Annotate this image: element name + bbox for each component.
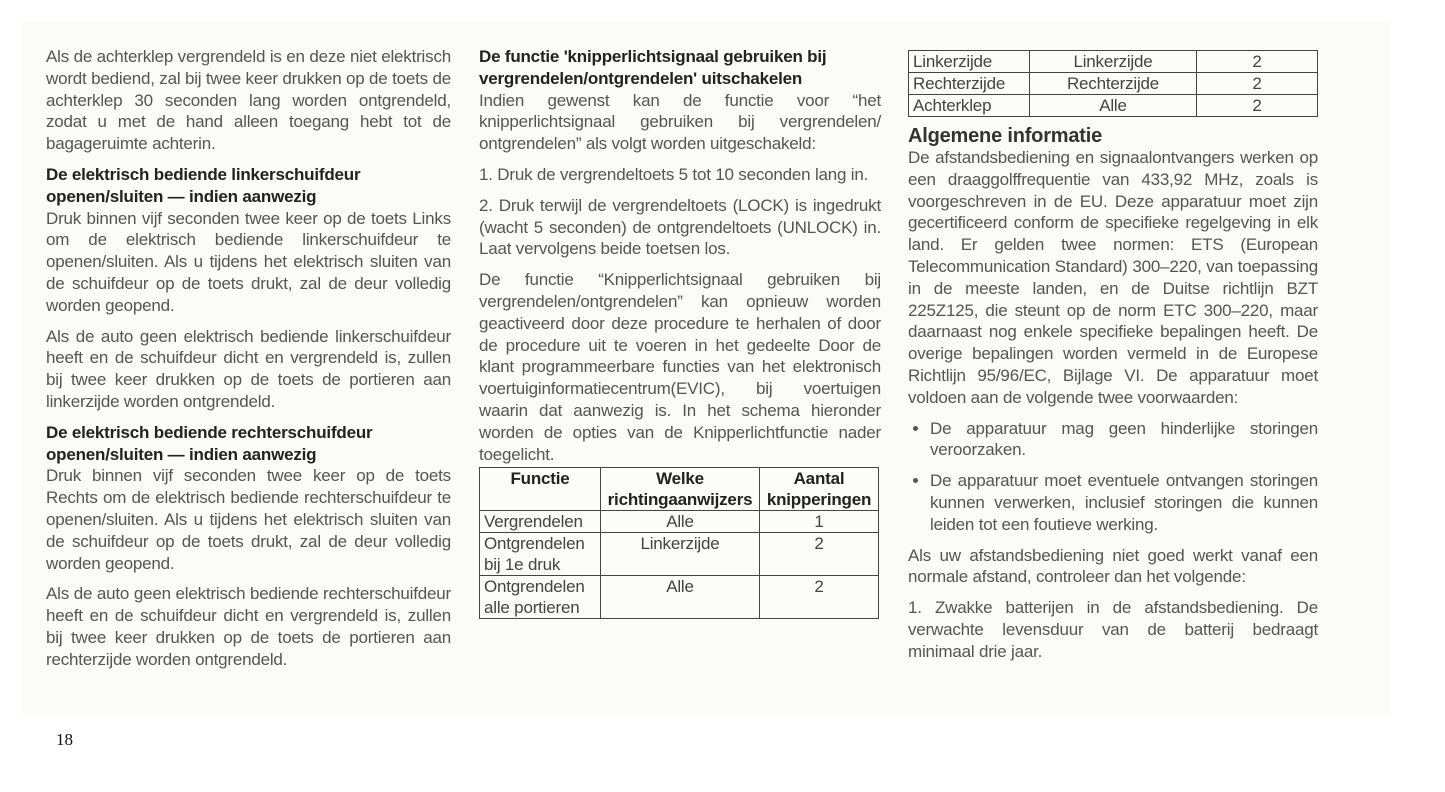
blink-options-table-continued: Linkerzijde Linkerzijde 2 Rechterzijde R… xyxy=(908,50,1318,117)
table-row: Achterklep Alle 2 xyxy=(908,94,1318,117)
table-cell: Ontgrendelen bij 1e druk xyxy=(479,532,601,577)
table-cell: 2 xyxy=(1196,50,1318,73)
table-cell: Alle xyxy=(600,575,760,620)
bullet-list: De apparatuur mag geen hinderlijke stori… xyxy=(908,418,1318,536)
paragraph: Als de auto geen elektrisch bediende lin… xyxy=(46,326,451,411)
table-cell: Linkerzijde xyxy=(908,50,1030,73)
blink-options-table: Functie Welke richtingaanwijzers Aantal … xyxy=(479,467,879,620)
paragraph: De functie “Knipperlichtsignaal gebruike… xyxy=(479,270,881,464)
table-cell: Linkerzijde xyxy=(600,532,760,577)
section-heading: De functie 'knipperlichtsignaal gebruike… xyxy=(479,47,827,88)
column-middle: De functie 'knipperlichtsignaal gebruike… xyxy=(479,46,881,620)
paragraph: Druk binnen vijf seconden twee keer op d… xyxy=(46,208,451,315)
table-cell: Achterklep xyxy=(908,94,1030,117)
table-row: Rechterzijde Rechterzijde 2 xyxy=(908,72,1318,95)
table-row: Vergrendelen Alle 1 xyxy=(479,510,879,534)
column-right: Linkerzijde Linkerzijde 2 Rechterzijde R… xyxy=(908,50,1318,672)
table-cell: 1 xyxy=(759,510,879,534)
table-header: Welke richtingaanwijzers xyxy=(600,467,760,512)
table-cell: Vergrendelen xyxy=(479,510,601,534)
paragraph: 1. Druk de vergrendeltoets 5 tot 10 seco… xyxy=(479,164,869,184)
table-row: Ontgrendelen alle portieren Alle 2 xyxy=(479,575,879,620)
paragraph: 1. Zwakke batterijen in de afstandsbedie… xyxy=(908,598,1318,661)
table-cell: Rechterzijde xyxy=(1029,72,1197,95)
list-item: De apparatuur moet eventuele ontvangen s… xyxy=(930,470,1318,535)
table-header-row: Functie Welke richtingaanwijzers Aantal … xyxy=(479,467,879,512)
table-header: Functie xyxy=(479,467,601,512)
table-cell: 2 xyxy=(759,532,879,577)
table-cell: Alle xyxy=(600,510,760,534)
paragraph: Als de achterklep vergrendeld is en deze… xyxy=(46,47,451,154)
paragraph: Als de auto geen elektrisch bediende rec… xyxy=(46,584,451,669)
table-cell: Rechterzijde xyxy=(908,72,1030,95)
table-cell: 2 xyxy=(759,575,879,620)
paragraph: 2. Druk terwijl de vergrendeltoets (LOCK… xyxy=(479,195,881,259)
table-cell: Ontgrendelen alle portieren xyxy=(479,575,601,620)
paragraph: De afstandsbediening en signaalontvanger… xyxy=(908,148,1318,407)
table-row: Ontgrendelen bij 1e druk Linkerzijde 2 xyxy=(479,532,879,577)
table-cell: 2 xyxy=(1196,94,1318,117)
page-number: 18 xyxy=(56,730,73,749)
table-cell: Alle xyxy=(1029,94,1197,117)
table-cell: Linkerzijde xyxy=(1029,50,1197,73)
list-item: De apparatuur mag geen hinderlijke stori… xyxy=(930,418,1318,462)
paragraph: Druk binnen vijf seconden twee keer op d… xyxy=(46,466,451,573)
paragraph: Indien gewenst kan de functie voor “het … xyxy=(479,90,881,154)
table-header: Aantal knipperingen xyxy=(759,467,879,512)
section-heading: De elektrisch bediende linkerschuifdeur … xyxy=(46,164,361,206)
table-row: Linkerzijde Linkerzijde 2 xyxy=(908,50,1318,73)
table-cell: 2 xyxy=(1196,72,1318,95)
section-heading: Algemene informatie xyxy=(908,125,1103,147)
section-heading: De elektrisch bediende rechterschuifdeur… xyxy=(46,422,373,464)
column-left: Als de achterklep vergrendeld is en deze… xyxy=(46,46,451,680)
paragraph: Als uw afstandsbediening niet goed werkt… xyxy=(908,545,1318,587)
